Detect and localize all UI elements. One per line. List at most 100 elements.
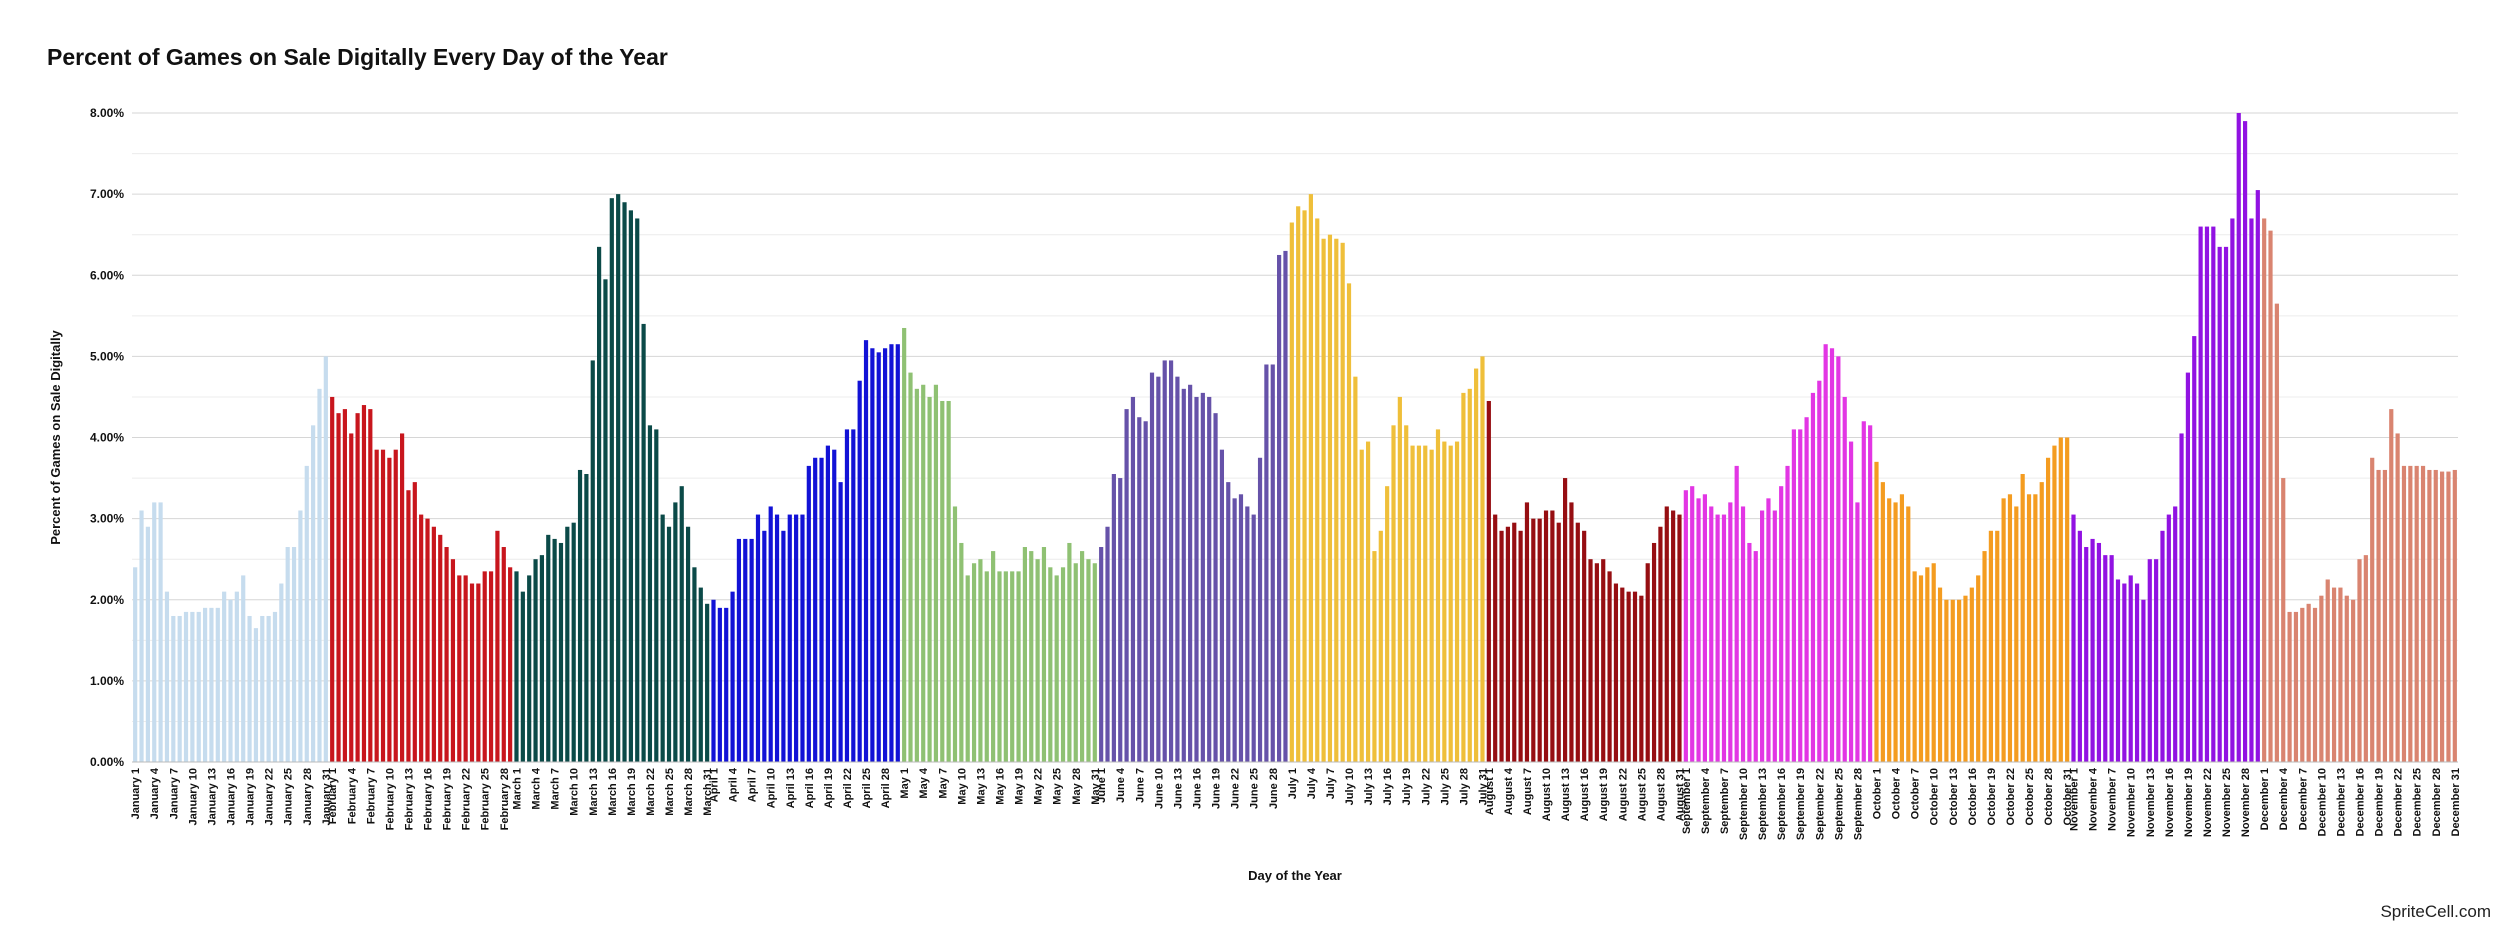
bar bbox=[1219, 449, 1225, 762]
bar bbox=[1385, 486, 1390, 762]
bar bbox=[253, 628, 259, 762]
bar bbox=[2134, 583, 2140, 762]
bar bbox=[1429, 449, 1434, 762]
bar bbox=[1626, 591, 1631, 762]
x-tick-label: July 19 bbox=[1401, 768, 1413, 805]
bar bbox=[2414, 465, 2419, 762]
bar bbox=[412, 482, 417, 762]
bar bbox=[787, 514, 792, 762]
bar bbox=[2268, 230, 2273, 762]
x-tick-label: February 13 bbox=[403, 768, 415, 830]
bar bbox=[2287, 611, 2292, 762]
x-tick-label: March 13 bbox=[588, 768, 600, 816]
bar bbox=[2198, 226, 2203, 762]
bar bbox=[1340, 242, 1345, 763]
y-tick-label: 0.00% bbox=[90, 755, 124, 769]
bar bbox=[1188, 384, 1193, 762]
bar bbox=[1798, 429, 1803, 762]
x-tick-label: November 4 bbox=[2088, 767, 2100, 831]
bar bbox=[762, 530, 767, 762]
bar bbox=[902, 327, 907, 762]
bar bbox=[2382, 469, 2388, 762]
x-tick-label: January 28 bbox=[302, 768, 314, 825]
bar bbox=[844, 429, 850, 762]
bar bbox=[1365, 441, 1371, 762]
x-tick-label: December 28 bbox=[2431, 768, 2443, 837]
bar bbox=[984, 571, 989, 762]
x-tick-label: March 22 bbox=[645, 768, 657, 816]
bar bbox=[1327, 234, 1333, 762]
bar bbox=[882, 348, 888, 762]
bar bbox=[1200, 392, 1205, 762]
bar bbox=[1010, 571, 1015, 762]
x-tick-label: November 25 bbox=[2221, 768, 2233, 837]
bar bbox=[1588, 559, 1593, 762]
x-tick-label: September 4 bbox=[1700, 767, 1712, 834]
x-tick-label: October 25 bbox=[2024, 768, 2036, 825]
bar bbox=[2096, 542, 2102, 762]
bar bbox=[959, 542, 964, 762]
bar bbox=[2026, 494, 2032, 762]
bar bbox=[2185, 372, 2190, 762]
x-tick-label: September 10 bbox=[1738, 768, 1750, 840]
bar bbox=[666, 526, 672, 762]
bar bbox=[2262, 218, 2267, 762]
bar bbox=[393, 449, 398, 762]
x-tick-label: May 7 bbox=[937, 768, 949, 799]
bar bbox=[1893, 502, 1898, 762]
bar bbox=[444, 547, 449, 762]
watermark: SpriteCell.com bbox=[2380, 902, 2491, 921]
x-tick-label: September 16 bbox=[1776, 768, 1788, 840]
bar bbox=[857, 380, 862, 762]
x-tick-label: May 13 bbox=[975, 768, 987, 805]
bar bbox=[2452, 469, 2457, 762]
bar bbox=[1721, 514, 1727, 762]
bar bbox=[2433, 469, 2438, 762]
bar bbox=[1092, 563, 1097, 762]
x-tick-label: December 1 bbox=[2259, 768, 2271, 830]
bar bbox=[1734, 465, 1739, 762]
bar bbox=[527, 575, 532, 762]
x-tick-label: October 10 bbox=[1929, 768, 1941, 825]
x-tick-label: January 16 bbox=[226, 768, 238, 825]
bar bbox=[1664, 506, 1669, 762]
bar bbox=[1944, 599, 1949, 762]
bar bbox=[1226, 482, 1231, 762]
y-axis-ticks: 0.00% 1.00% 2.00% 3.00% 4.00% 5.00% 6.00% 7.00%… bbox=[90, 106, 124, 769]
x-tick-label: June 19 bbox=[1211, 768, 1223, 809]
bar bbox=[457, 575, 462, 762]
x-tick-label: May 22 bbox=[1033, 768, 1045, 805]
bar bbox=[647, 425, 653, 762]
bar bbox=[1296, 206, 1301, 763]
bar bbox=[400, 433, 405, 762]
bar bbox=[1569, 502, 1574, 762]
bar bbox=[177, 615, 182, 762]
bar bbox=[558, 542, 564, 762]
bar bbox=[927, 396, 932, 762]
bar bbox=[247, 615, 252, 762]
x-axis-ticks: January 1 January 4 January 7 January 10 Jan… bbox=[130, 767, 2462, 840]
bar bbox=[806, 465, 811, 762]
bar bbox=[380, 449, 386, 762]
bar bbox=[1906, 506, 1911, 762]
x-tick-label: March 1 bbox=[511, 768, 523, 810]
bar bbox=[1563, 478, 1568, 762]
x-tick-label: October 28 bbox=[2043, 768, 2055, 825]
x-tick-label: July 22 bbox=[1420, 768, 1432, 805]
bar bbox=[2122, 583, 2127, 762]
bar bbox=[1810, 392, 1816, 762]
bar bbox=[1690, 486, 1695, 762]
bar bbox=[342, 409, 347, 762]
bar bbox=[2236, 113, 2241, 762]
bar bbox=[1435, 429, 1441, 762]
bar bbox=[1868, 425, 1873, 762]
bar bbox=[1232, 498, 1237, 762]
y-tick-label: 5.00% bbox=[90, 349, 124, 363]
bar bbox=[1016, 571, 1021, 762]
x-tick-label: July 1 bbox=[1287, 768, 1299, 799]
bar bbox=[1467, 388, 1472, 762]
bar bbox=[1791, 429, 1796, 762]
bar bbox=[183, 611, 189, 762]
y-axis-label: Percent of Games on Sale Digitally bbox=[48, 329, 63, 544]
bar bbox=[933, 384, 939, 762]
